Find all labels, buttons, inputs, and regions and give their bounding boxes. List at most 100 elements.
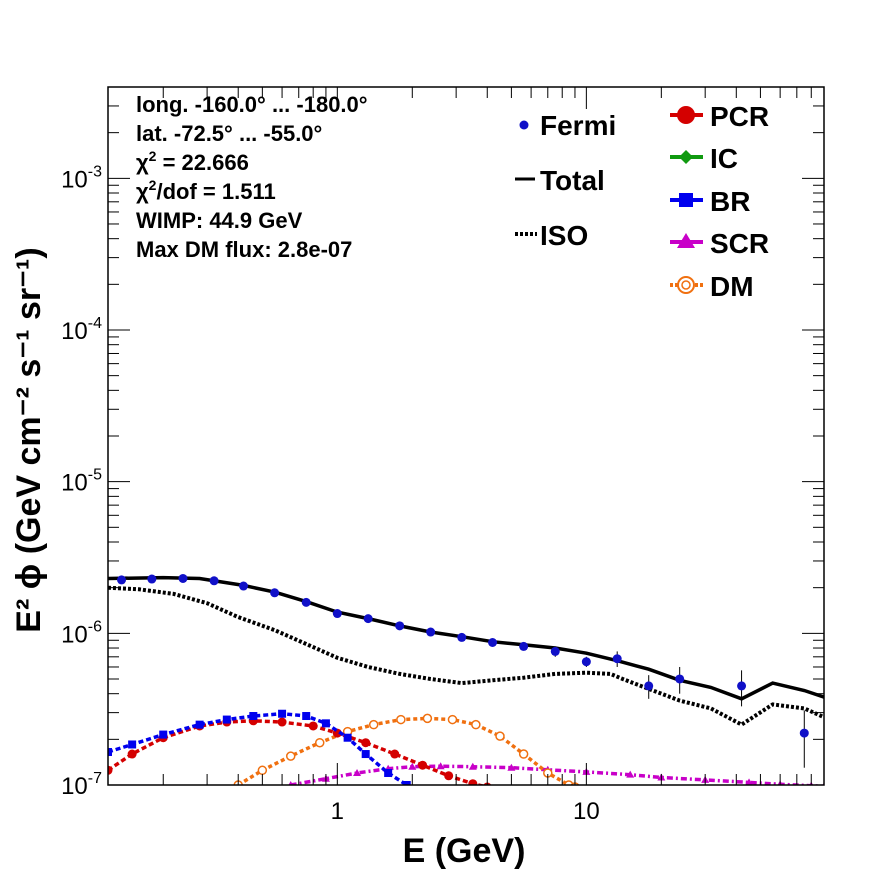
info-longitude: long. -160.0° ... -180.0° [136, 92, 368, 117]
y-tick-exponent: -5 [88, 467, 102, 484]
dm-point [314, 737, 325, 748]
legend-iso-label: ISO [540, 220, 588, 251]
legend-fermi-marker [519, 120, 529, 130]
legend-left: Fermi Total ISO [515, 110, 616, 251]
fermi-point [581, 657, 591, 667]
series-br [108, 709, 412, 785]
series-fermi [117, 573, 809, 768]
legend-br-label: BR [710, 186, 750, 217]
chi2-exponent: 2 [149, 148, 157, 164]
fermi-point [488, 638, 498, 648]
fermi-point [178, 573, 188, 583]
br-point [128, 740, 137, 749]
dm-point [396, 714, 406, 725]
y-tick-exponent: -4 [88, 315, 102, 332]
fermi-point [301, 597, 311, 607]
br-point [361, 750, 370, 759]
fermi-point [737, 681, 747, 691]
br-point [302, 712, 311, 721]
plot-content [108, 573, 824, 785]
y-tick-exponent: -7 [88, 770, 102, 787]
info-wimp: WIMP: 44.9 GeV [136, 208, 303, 233]
legend-pcr-marker [677, 106, 695, 124]
y-tick-label: 10-7 [61, 770, 102, 800]
br-point [108, 748, 112, 757]
chi2dof-exponent: 2 [149, 177, 157, 193]
dm-point [285, 751, 296, 761]
br-point [321, 719, 330, 728]
chi2-value: = 22.666 [156, 150, 248, 175]
fermi-point [238, 581, 248, 591]
br-point [195, 720, 204, 729]
info-chi2: χ2 = 22.666 [136, 148, 249, 175]
legend-ic-marker [679, 150, 693, 164]
legend-fermi-label: Fermi [540, 110, 616, 141]
pcr-point [390, 749, 400, 759]
br-point [222, 715, 231, 724]
dm-point [422, 713, 433, 724]
fermi-point [612, 654, 622, 664]
y-tick-exponent: -3 [88, 163, 102, 180]
y-tick-base: 10 [61, 621, 88, 648]
scr-point [626, 770, 635, 778]
scr-point [507, 763, 516, 771]
fermi-point [117, 575, 127, 585]
fermi-point [209, 576, 219, 586]
fermi-point [363, 614, 373, 624]
br-point [384, 768, 393, 777]
x-tick-label: 1 [331, 798, 344, 825]
scr-point [468, 762, 477, 770]
chi2dof-value: /dof = 1.511 [156, 179, 275, 204]
pcr-point [444, 771, 454, 781]
legend-total-label: Total [540, 165, 605, 196]
pcr-point [361, 738, 371, 748]
dm-point [471, 719, 481, 730]
dm-point [368, 719, 379, 730]
info-chi2-dof: χ2/dof = 1.511 [136, 177, 276, 204]
br-point [249, 712, 258, 721]
y-tick-label: 10-4 [61, 315, 102, 345]
dm-point [495, 731, 505, 741]
fermi-point [644, 681, 654, 691]
pcr-point [127, 749, 137, 759]
legend-right: PCR IC BR SCR DM [670, 101, 769, 302]
br-point [402, 781, 411, 785]
x-tick-label: 10 [573, 798, 600, 825]
y-tick-label: 10-6 [61, 618, 102, 648]
fermi-point [147, 574, 157, 584]
y-axis-title: E² ϕ (GeV cm⁻² s⁻¹ sr⁻¹) [10, 247, 48, 632]
legend-scr-marker [677, 233, 695, 248]
legend-scr-label: SCR [710, 228, 769, 259]
scr-point [408, 762, 417, 770]
fermi-point [457, 632, 467, 642]
pcr-point [418, 760, 428, 770]
y-tick-exponent: -6 [88, 618, 102, 635]
legend-dm-marker-inner [681, 280, 691, 290]
legend-br-marker [679, 193, 693, 207]
y-tick-base: 10 [61, 773, 88, 800]
fermi-point [426, 627, 436, 637]
br-point [278, 709, 287, 718]
br-point [343, 733, 352, 742]
pcr-point [277, 717, 287, 727]
series-scr-line [290, 764, 824, 785]
pcr-point [468, 779, 478, 785]
series-dm [233, 713, 580, 785]
fermi-point [675, 674, 685, 684]
legend-pcr-label: PCR [710, 101, 769, 132]
pcr-point [308, 721, 318, 731]
y-tick-base: 10 [61, 318, 88, 345]
scr-point [745, 778, 753, 785]
fermi-point [270, 588, 280, 598]
fermi-point [799, 728, 809, 738]
y-tick-base: 10 [61, 166, 88, 193]
dm-point [564, 780, 574, 785]
y-tick-label: 10-3 [61, 163, 102, 193]
br-point [159, 730, 168, 739]
fermi-point [519, 641, 529, 651]
info-latitude: lat. -72.5° ... -55.0° [136, 121, 322, 146]
chi2-symbol: χ [136, 150, 149, 175]
dm-point [518, 749, 529, 759]
